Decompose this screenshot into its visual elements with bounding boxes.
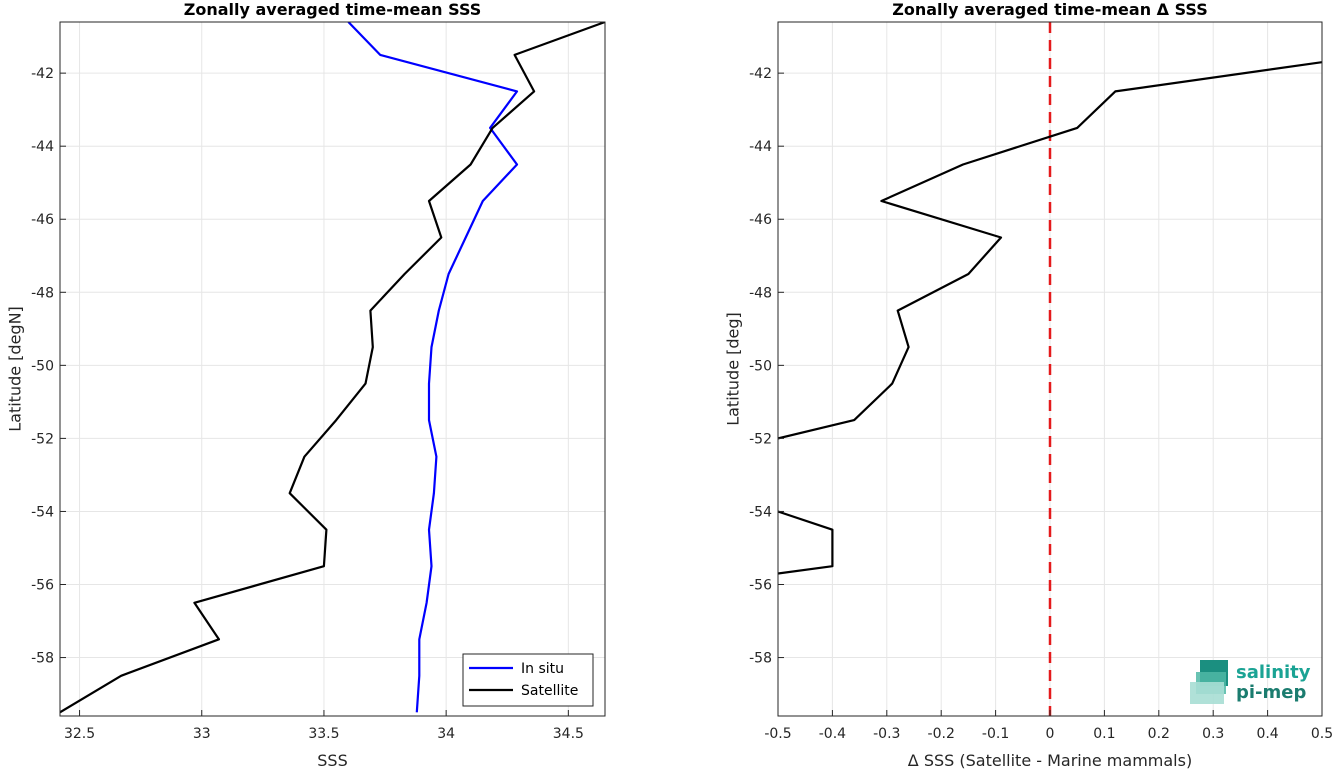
x-tick-label: -0.2 (928, 726, 955, 742)
y-tick-label: -52 (31, 431, 54, 447)
y-tick-label: -46 (31, 212, 54, 228)
series-line-delta-0 (778, 61, 1322, 440)
x-tick-label: 33.5 (308, 726, 339, 742)
x-tick-label: 0.2 (1148, 726, 1170, 742)
x-tick-label: -0.1 (982, 726, 1009, 742)
y-tick-label: -50 (749, 358, 772, 374)
y-axis-label: Latitude [degN] (6, 306, 25, 432)
series-line-satellite (60, 22, 605, 714)
y-tick-label: -58 (31, 651, 54, 667)
y-tick-label: -48 (31, 285, 54, 301)
y-axis-label: Latitude [deg] (724, 312, 743, 426)
y-tick-label: -58 (749, 651, 772, 667)
chart-title: Zonally averaged time-mean SSS (184, 0, 482, 19)
y-tick-label: -54 (31, 504, 54, 520)
series-line-in-situ (347, 22, 519, 713)
x-tick-label: 0.1 (1093, 726, 1115, 742)
y-tick-label: -54 (749, 504, 772, 520)
x-tick-label: 32.5 (64, 726, 95, 742)
logo-mark-icon (1190, 660, 1228, 704)
legend-label: In situ (521, 661, 564, 677)
series-group (778, 61, 1322, 575)
series-group (60, 22, 605, 714)
legend-label: Satellite (521, 683, 578, 699)
x-tick-label: -0.4 (819, 726, 846, 742)
delta-sss-panel: -0.5 -0.4 -0.3 -0.2 -0.1 0 0.1 0.2 0.3 0.4 0.5 -42 -… (724, 0, 1334, 769)
legend-box (462, 653, 594, 707)
x-tick-label: 0.5 (1311, 726, 1333, 742)
x-tick-label: -0.3 (873, 726, 900, 742)
x-tick-label: 0.3 (1202, 726, 1224, 742)
series-line-delta-0 (778, 510, 834, 575)
chart-title: Zonally averaged time-mean Δ SSS (892, 0, 1208, 19)
y-tick-label: -42 (749, 66, 772, 82)
x-axis-label: Δ SSS (Satellite - Marine mammals) (908, 751, 1192, 769)
y-tick-label: -42 (31, 66, 54, 82)
y-tick-label: -46 (749, 212, 772, 228)
logo-line1: salinity (1236, 662, 1311, 683)
x-axis-label: SSS (317, 751, 347, 769)
logo-line2: pi-mep (1236, 682, 1306, 703)
x-tick-label: -0.5 (764, 726, 791, 742)
plot-area (60, 22, 605, 716)
y-tick-label: -56 (749, 578, 772, 594)
y-tick-label: -56 (31, 578, 54, 594)
sss-panel: 32.5 33 33.5 34 34.5 -42 -44 -46 -48 -50 -52 -54 -56… (6, 0, 606, 769)
x-tick-label: 0.4 (1256, 726, 1278, 742)
y-tick-label: -48 (749, 285, 772, 301)
y-tick-label: -44 (31, 139, 54, 155)
x-tick-label: 34.5 (553, 726, 584, 742)
x-tick-label: 34 (437, 726, 455, 742)
axes-box (59, 21, 606, 717)
y-tick-label: -52 (749, 431, 772, 447)
x-tick-label: 33 (193, 726, 211, 742)
y-tick-label: -44 (749, 139, 772, 155)
pi-mep-logo: salinity pi-mep (1190, 660, 1311, 704)
y-tick-label: -50 (31, 358, 54, 374)
x-tick-label: 0 (1046, 726, 1055, 742)
legend: In situ Satellite (462, 653, 594, 707)
